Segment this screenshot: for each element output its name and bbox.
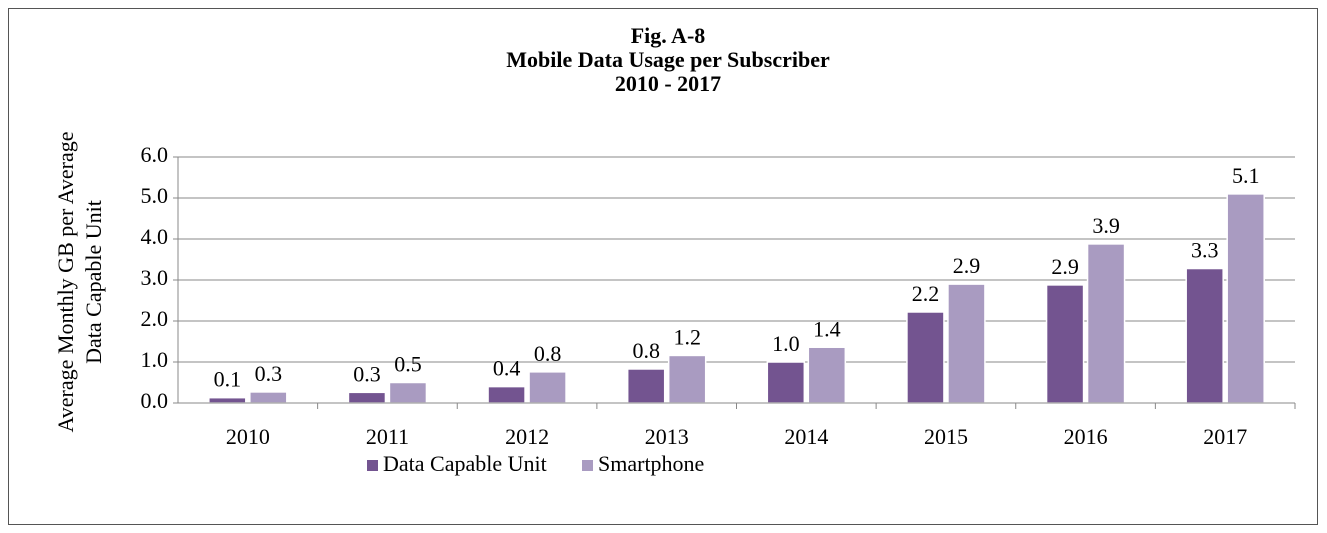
data-label: 3.3 <box>1191 238 1219 263</box>
data-label: 5.1 <box>1232 163 1260 188</box>
bar <box>667 354 707 404</box>
x-tick-label: 2017 <box>1203 424 1247 449</box>
data-label: 0.8 <box>632 338 660 363</box>
chart-title: Fig. A-8 <box>631 23 706 48</box>
bar <box>208 396 247 404</box>
x-tick-label: 2010 <box>226 424 270 449</box>
data-label: 1.4 <box>813 316 841 341</box>
bar <box>947 283 986 404</box>
legend-swatch <box>582 460 593 471</box>
chart-title: 2010 - 2017 <box>615 71 721 96</box>
data-label: 3.9 <box>1092 213 1120 238</box>
data-label: 0.8 <box>534 341 562 366</box>
data-label: 1.2 <box>673 324 701 349</box>
bar <box>347 391 387 404</box>
bar <box>807 346 847 404</box>
data-label: 2.9 <box>1051 254 1079 279</box>
bar <box>1185 267 1224 404</box>
y-axis-label: Average Monthly GB per Average <box>53 132 78 433</box>
y-tick-label: 3.0 <box>141 265 169 290</box>
data-label: 0.4 <box>493 356 521 381</box>
bar <box>528 371 567 404</box>
y-tick-label: 0.0 <box>141 388 169 413</box>
bar <box>1226 193 1265 404</box>
data-label: 2.2 <box>912 281 940 306</box>
data-label: 2.9 <box>953 253 981 278</box>
legend-label: Data Capable Unit <box>383 451 547 476</box>
legend-label: Smartphone <box>598 451 704 476</box>
chart-title: Mobile Data Usage per Subscriber <box>506 47 830 72</box>
legend-swatch <box>367 460 378 471</box>
bar <box>487 385 526 404</box>
data-label: 0.5 <box>394 352 422 377</box>
y-tick-label: 4.0 <box>141 224 169 249</box>
x-tick-label: 2014 <box>784 424 828 449</box>
y-tick-label: 5.0 <box>141 183 169 208</box>
bar <box>626 368 666 404</box>
data-label: 1.0 <box>772 331 800 356</box>
x-tick-label: 2015 <box>924 424 968 449</box>
bar <box>1045 284 1085 404</box>
x-tick-label: 2016 <box>1064 424 1108 449</box>
bar <box>906 311 945 404</box>
data-label: 0.3 <box>255 361 283 386</box>
x-tick-label: 2013 <box>645 424 689 449</box>
y-tick-label: 2.0 <box>141 306 169 331</box>
bar <box>766 361 806 404</box>
bar <box>249 391 288 404</box>
bar <box>1086 243 1126 404</box>
x-tick-label: 2012 <box>505 424 549 449</box>
data-label: 0.1 <box>214 367 242 392</box>
y-axis-label: Data Capable Unit <box>81 200 106 364</box>
data-label: 0.3 <box>353 361 381 386</box>
y-tick-label: 1.0 <box>141 347 169 372</box>
x-tick-label: 2011 <box>366 424 409 449</box>
bar <box>388 381 428 404</box>
y-tick-label: 6.0 <box>141 142 169 167</box>
